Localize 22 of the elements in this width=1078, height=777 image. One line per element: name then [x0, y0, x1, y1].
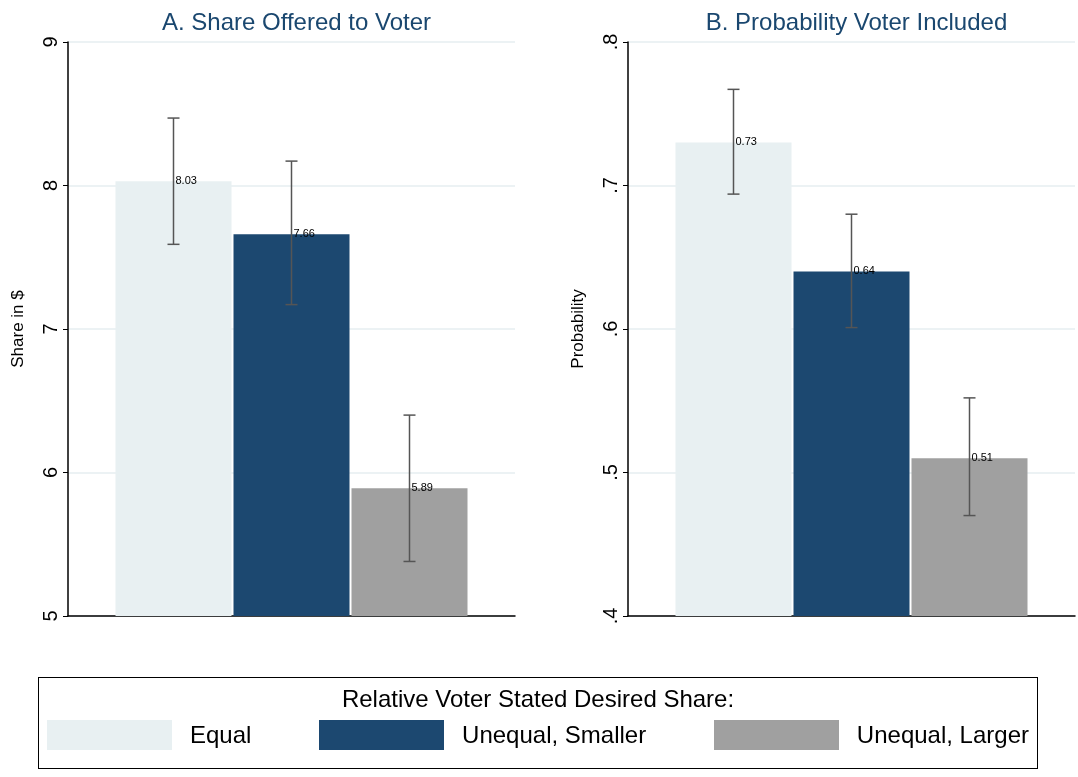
text: Unequal, Larger [856, 720, 1029, 750]
y-axis-title: Probability [568, 288, 587, 369]
y-tick-label: 7 [39, 323, 61, 335]
chart-title: B. Probability Voter Included [705, 7, 1008, 35]
text: Unequal, Smaller [462, 720, 647, 750]
y-tick-label: .8 [599, 33, 621, 51]
y-tick-label: .4 [599, 607, 621, 625]
y-tick-label: 8 [39, 179, 61, 192]
data-label: 8.03 [175, 173, 197, 186]
legend-title: Relative Voter Stated Desired Share: [340, 684, 736, 714]
text: Equal [190, 720, 252, 750]
y-tick-label: 5 [39, 610, 61, 622]
y-tick-label: .7 [599, 177, 621, 194]
y-tick-label: .5 [599, 464, 621, 481]
data-label: 0.51 [971, 450, 993, 463]
chart-title: A. Share Offered to Voter [161, 7, 432, 35]
y-axis-title: Share in $ [8, 289, 27, 368]
y-tick-label: .6 [599, 320, 621, 338]
y-tick-label: 9 [39, 36, 61, 48]
data-label: 5.89 [411, 480, 433, 493]
data-label: 0.73 [735, 134, 757, 147]
y-tick-label: 6 [39, 466, 61, 479]
